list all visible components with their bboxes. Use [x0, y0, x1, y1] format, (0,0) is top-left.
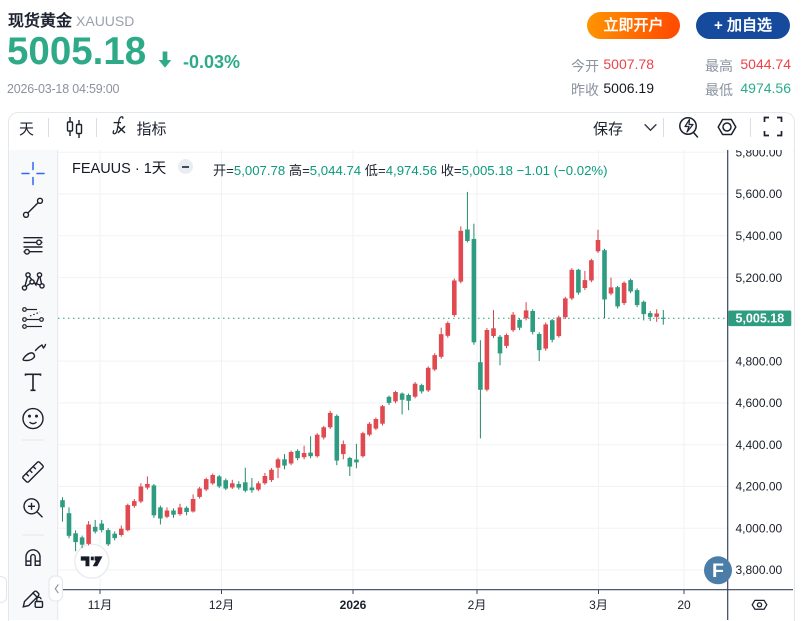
svg-text:3月: 3月 — [589, 598, 608, 612]
svg-text:5,400.00: 5,400.00 — [736, 229, 783, 243]
svg-text:5,600.00: 5,600.00 — [736, 187, 783, 201]
svg-text:3,800.00: 3,800.00 — [736, 563, 783, 577]
svg-text:20: 20 — [677, 598, 691, 612]
svg-text:4,000.00: 4,000.00 — [736, 521, 783, 535]
svg-text:5,200.00: 5,200.00 — [736, 271, 783, 285]
svg-text:4,200.00: 4,200.00 — [736, 480, 783, 494]
svg-text:2026: 2026 — [340, 598, 367, 612]
svg-text:2月: 2月 — [468, 598, 487, 612]
svg-text:F: F — [712, 560, 724, 582]
svg-text:4,800.00: 4,800.00 — [736, 354, 783, 368]
svg-text:4,400.00: 4,400.00 — [736, 438, 783, 452]
svg-text:12月: 12月 — [209, 598, 234, 612]
svg-text:11月: 11月 — [88, 598, 112, 612]
svg-text:5,005.18: 5,005.18 — [736, 312, 785, 326]
svg-text:5,800.00: 5,800.00 — [736, 150, 783, 159]
svg-text:4,600.00: 4,600.00 — [736, 396, 783, 410]
